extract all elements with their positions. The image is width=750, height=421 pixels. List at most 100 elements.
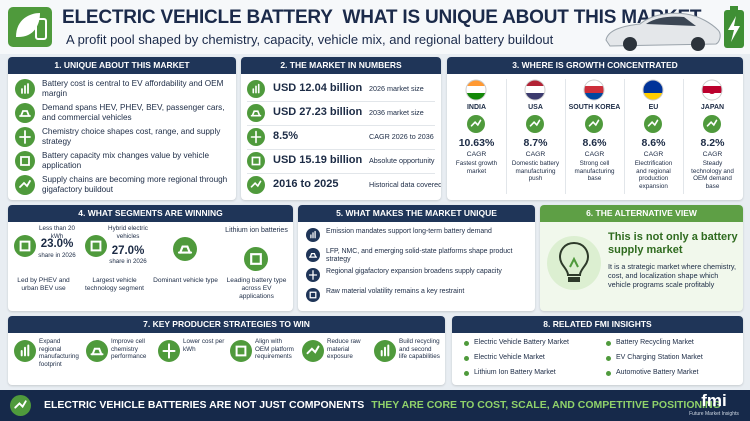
panel: 4. WHAT SEGMENTS ARE WINNING Less than 20… bbox=[8, 205, 293, 311]
icon bbox=[302, 340, 324, 362]
region-note: Strong cell manufacturing base bbox=[574, 160, 615, 183]
panel: 1. UNIQUE ABOUT THIS MARKET Battery cost … bbox=[8, 57, 236, 200]
insight-link[interactable]: Electric Vehicle Battery Market bbox=[474, 339, 569, 346]
icon bbox=[85, 235, 107, 257]
segment-note: Largest vehicle technology segment bbox=[84, 277, 144, 292]
region-note: Fastest growth market bbox=[455, 160, 498, 175]
number-value: 8.5% bbox=[273, 130, 299, 142]
insight-link[interactable]: Lithium Ion Battery Market bbox=[474, 369, 556, 376]
panel: 6. THE ALTERNATIVE VIEW This is not only … bbox=[540, 205, 743, 311]
alt-text: It is a strategic market where chemistry… bbox=[608, 262, 737, 289]
link-bullet bbox=[464, 371, 469, 376]
segment-label: Less than 20 kWh bbox=[38, 225, 76, 240]
strategy-item: Lower cost per kWh bbox=[183, 338, 225, 353]
footer-line: ELECTRIC VEHICLE BATTERIES ARE NOT JUST … bbox=[44, 399, 721, 411]
alt-headline: This is not only a battery supply market bbox=[608, 231, 738, 256]
region-name: SOUTH KOREA bbox=[568, 104, 621, 111]
row-divider bbox=[247, 173, 435, 174]
page-title: ELECTRIC VEHICLE BATTERY WHAT IS UNIQUE … bbox=[62, 7, 702, 28]
unique-item: Battery cost is central to EV affordabil… bbox=[42, 79, 224, 98]
region-name: INDIA bbox=[466, 104, 487, 111]
icon bbox=[244, 247, 268, 271]
panel-title: 1. UNIQUE ABOUT THIS MARKET bbox=[8, 57, 236, 74]
segment-note: Dominant vehicle type bbox=[153, 277, 218, 284]
icon bbox=[247, 104, 265, 122]
insight-link[interactable]: Battery Recycling Market bbox=[616, 339, 694, 346]
region-cagr: 8.6% bbox=[582, 137, 607, 149]
panel-title: 6. THE ALTERNATIVE VIEW bbox=[540, 205, 743, 222]
icon bbox=[15, 103, 35, 123]
icon bbox=[173, 237, 197, 261]
number-value: USD 12.04 billion bbox=[273, 82, 363, 94]
link-bullet bbox=[464, 356, 469, 361]
col-divider bbox=[624, 79, 625, 194]
factor-item: Emission mandates support long-term batt… bbox=[326, 228, 492, 235]
number-label: Absolute opportunity bbox=[369, 156, 435, 165]
icon bbox=[10, 395, 31, 416]
factor-item: Raw material volatility remains a key re… bbox=[326, 288, 465, 295]
bulb-icon bbox=[547, 236, 601, 290]
icon bbox=[585, 115, 603, 133]
region-unit: CAGR bbox=[584, 151, 605, 158]
car-illustration bbox=[605, 6, 744, 51]
region-cagr: 8.7% bbox=[523, 137, 548, 149]
region-unit: CAGR bbox=[702, 151, 723, 158]
region-name: JAPAN bbox=[700, 104, 725, 111]
brand-sub: Future Market Insights bbox=[689, 411, 739, 417]
row-divider bbox=[247, 149, 435, 150]
strategy-item: Align with OEM platform requirements bbox=[255, 338, 294, 361]
col-divider bbox=[506, 79, 507, 194]
region-unit: CAGR bbox=[466, 151, 487, 158]
panel: 8. RELATED FMI INSIGHTS Electric Vehicle … bbox=[452, 316, 743, 385]
region-note: Electrification and regional production … bbox=[634, 160, 673, 190]
flag bbox=[524, 79, 546, 101]
icon bbox=[306, 288, 320, 302]
icon bbox=[247, 176, 265, 194]
segment-note: Led by PHEV and urban BEV use bbox=[17, 277, 70, 292]
icon bbox=[14, 340, 36, 362]
icon bbox=[15, 79, 35, 99]
segment-value: 27.0% bbox=[111, 245, 145, 257]
unique-item: Supply chains are becoming more regional… bbox=[42, 175, 228, 194]
region-note: Domestic battery manufacturing push bbox=[511, 160, 560, 183]
panel-title: 4. WHAT SEGMENTS ARE WINNING bbox=[8, 205, 293, 222]
factor-item: Regional gigafactory expansion broadens … bbox=[326, 268, 502, 275]
number-value: USD 27.23 billion bbox=[273, 106, 363, 118]
panel: 3. WHERE IS GROWTH CONCENTRATED INDIA 10.6… bbox=[447, 57, 743, 200]
icon bbox=[230, 340, 252, 362]
panel: 2. THE MARKET IN NUMBERS USD 12.04 billio… bbox=[241, 57, 441, 200]
link-bullet bbox=[606, 341, 611, 346]
segment-note: Leading battery type across EV applicati… bbox=[226, 277, 287, 300]
number-label: CAGR 2026 to 2036 bbox=[369, 132, 434, 141]
region-cagr: 8.6% bbox=[641, 137, 666, 149]
icon bbox=[306, 248, 320, 262]
unique-item: Battery capacity mix changes value by ve… bbox=[42, 151, 210, 170]
logo-icon bbox=[8, 7, 52, 47]
number-label: 2026 market size bbox=[369, 84, 424, 93]
region-note: Steady technology and OEM demand base bbox=[691, 160, 734, 190]
unique-item: Demand spans HEV, PHEV, BEV, passenger c… bbox=[42, 103, 225, 122]
insight-link[interactable]: EV Charging Station Market bbox=[616, 354, 703, 361]
icon bbox=[467, 115, 485, 133]
strategy-item: Improve cell chemistry performance bbox=[111, 338, 147, 361]
panel-title: 3. WHERE IS GROWTH CONCENTRATED bbox=[447, 57, 743, 74]
strategy-item: Reduce raw material exposure bbox=[327, 338, 361, 361]
panel-title: 7. KEY PRODUCER STRATEGIES TO WIN bbox=[8, 316, 445, 333]
unique-item: Chemistry choice shapes cost, range, and… bbox=[42, 127, 221, 146]
segment-label: Hybrid electric vehicles bbox=[108, 225, 148, 240]
row-divider bbox=[247, 101, 435, 102]
icon bbox=[703, 115, 721, 133]
segment-label: Lithium ion batteries bbox=[225, 227, 288, 234]
insight-link[interactable]: Electric Vehicle Market bbox=[474, 354, 545, 361]
link-bullet bbox=[606, 356, 611, 361]
region-name: EU bbox=[648, 104, 659, 111]
link-bullet bbox=[606, 371, 611, 376]
footer-tagline: THEY ARE CORE TO COST, SCALE, AND COMPET… bbox=[371, 399, 721, 411]
region-cagr: 8.2% bbox=[700, 137, 725, 149]
icon bbox=[14, 235, 36, 257]
panel-title: 2. THE MARKET IN NUMBERS bbox=[241, 57, 441, 74]
icon bbox=[158, 340, 180, 362]
row-divider bbox=[247, 125, 435, 126]
insight-link[interactable]: Automotive Battery Market bbox=[616, 369, 699, 376]
